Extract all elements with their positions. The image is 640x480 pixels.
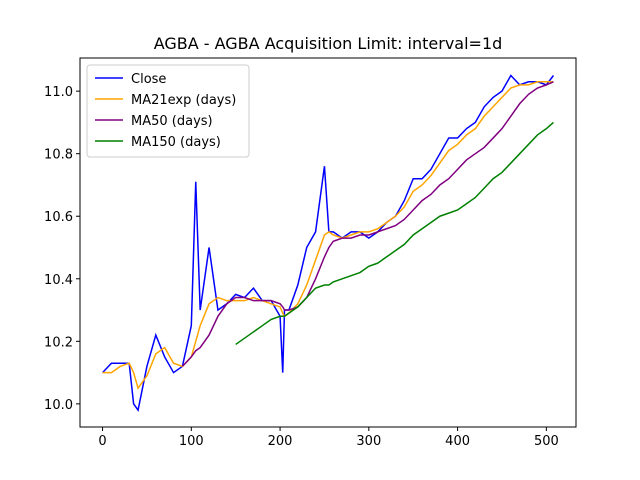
x-tick-label: 400 [445,434,470,449]
x-tick-label: 200 [268,434,293,449]
legend-label: MA21exp (days) [131,93,236,108]
series-line [102,81,554,390]
legend-label: MA50 (days) [131,114,213,129]
y-tick-label: 10.2 [44,335,73,350]
y-tick-label: 10.8 [44,148,73,163]
y-tick-label: 10.6 [44,210,73,225]
x-tick-label: 0 [98,434,106,449]
chart-title: AGBA - AGBA Acquisition Limit: interval=… [154,34,503,53]
legend-label: MA150 (days) [131,135,221,150]
legend-box [86,64,250,158]
x-tick-label: 300 [356,434,381,449]
series-line [102,74,555,412]
x-tick-label: 100 [179,434,204,449]
y-tick-label: 10.0 [44,398,73,413]
y-tick-label: 10.4 [44,273,73,288]
series-line [235,121,554,346]
plot-frame [79,57,577,428]
legend-label: Close [131,72,166,87]
series-line [181,81,554,367]
y-tick-label: 11.0 [44,85,73,100]
x-tick-label: 500 [534,434,559,449]
